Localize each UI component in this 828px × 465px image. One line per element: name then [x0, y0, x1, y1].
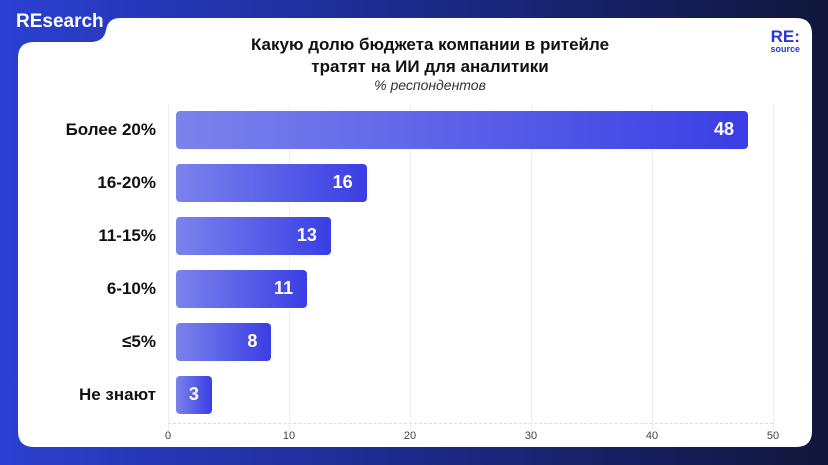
data-label: 16 — [332, 172, 353, 192]
x-axis-line — [168, 423, 773, 424]
category-label: 6-10% — [106, 279, 156, 298]
x-tick-label: 30 — [524, 430, 538, 442]
resource-logo: RE: source — [770, 27, 800, 54]
data-label: 13 — [296, 225, 317, 245]
chart-subtitle: % респондентов — [374, 77, 486, 93]
bar: 13 — [176, 217, 331, 255]
category-label: Более 20% — [65, 120, 156, 139]
data-label: 48 — [713, 119, 734, 139]
bar: 48 — [176, 111, 748, 149]
chart-title: Какую долю бюджета компании в ритейле тра… — [250, 35, 610, 76]
x-tick-label: 10 — [282, 430, 296, 442]
data-label: 3 — [188, 384, 199, 404]
category-label: ≤5% — [122, 332, 156, 351]
gridline — [168, 105, 169, 437]
gridline — [531, 105, 532, 437]
gridline — [773, 105, 774, 437]
gridline — [410, 105, 411, 437]
data-label: 11 — [274, 278, 294, 298]
x-tick-label: 20 — [403, 430, 417, 442]
x-tick-label: 40 — [645, 430, 659, 442]
x-tick-label: 50 — [766, 430, 780, 442]
category-label: 11-15% — [98, 226, 156, 245]
bar: 3 — [176, 376, 212, 414]
x-tick-label: 0 — [164, 430, 172, 442]
category-label: 16-20% — [97, 173, 156, 192]
bar: 11 — [176, 270, 308, 308]
bar: 8 — [176, 323, 272, 361]
bar: 16 — [176, 164, 367, 202]
category-label: Не знают — [78, 385, 156, 404]
research-tab-label: REsearch — [16, 11, 104, 32]
data-label: 8 — [247, 331, 258, 351]
gridline — [652, 105, 653, 437]
